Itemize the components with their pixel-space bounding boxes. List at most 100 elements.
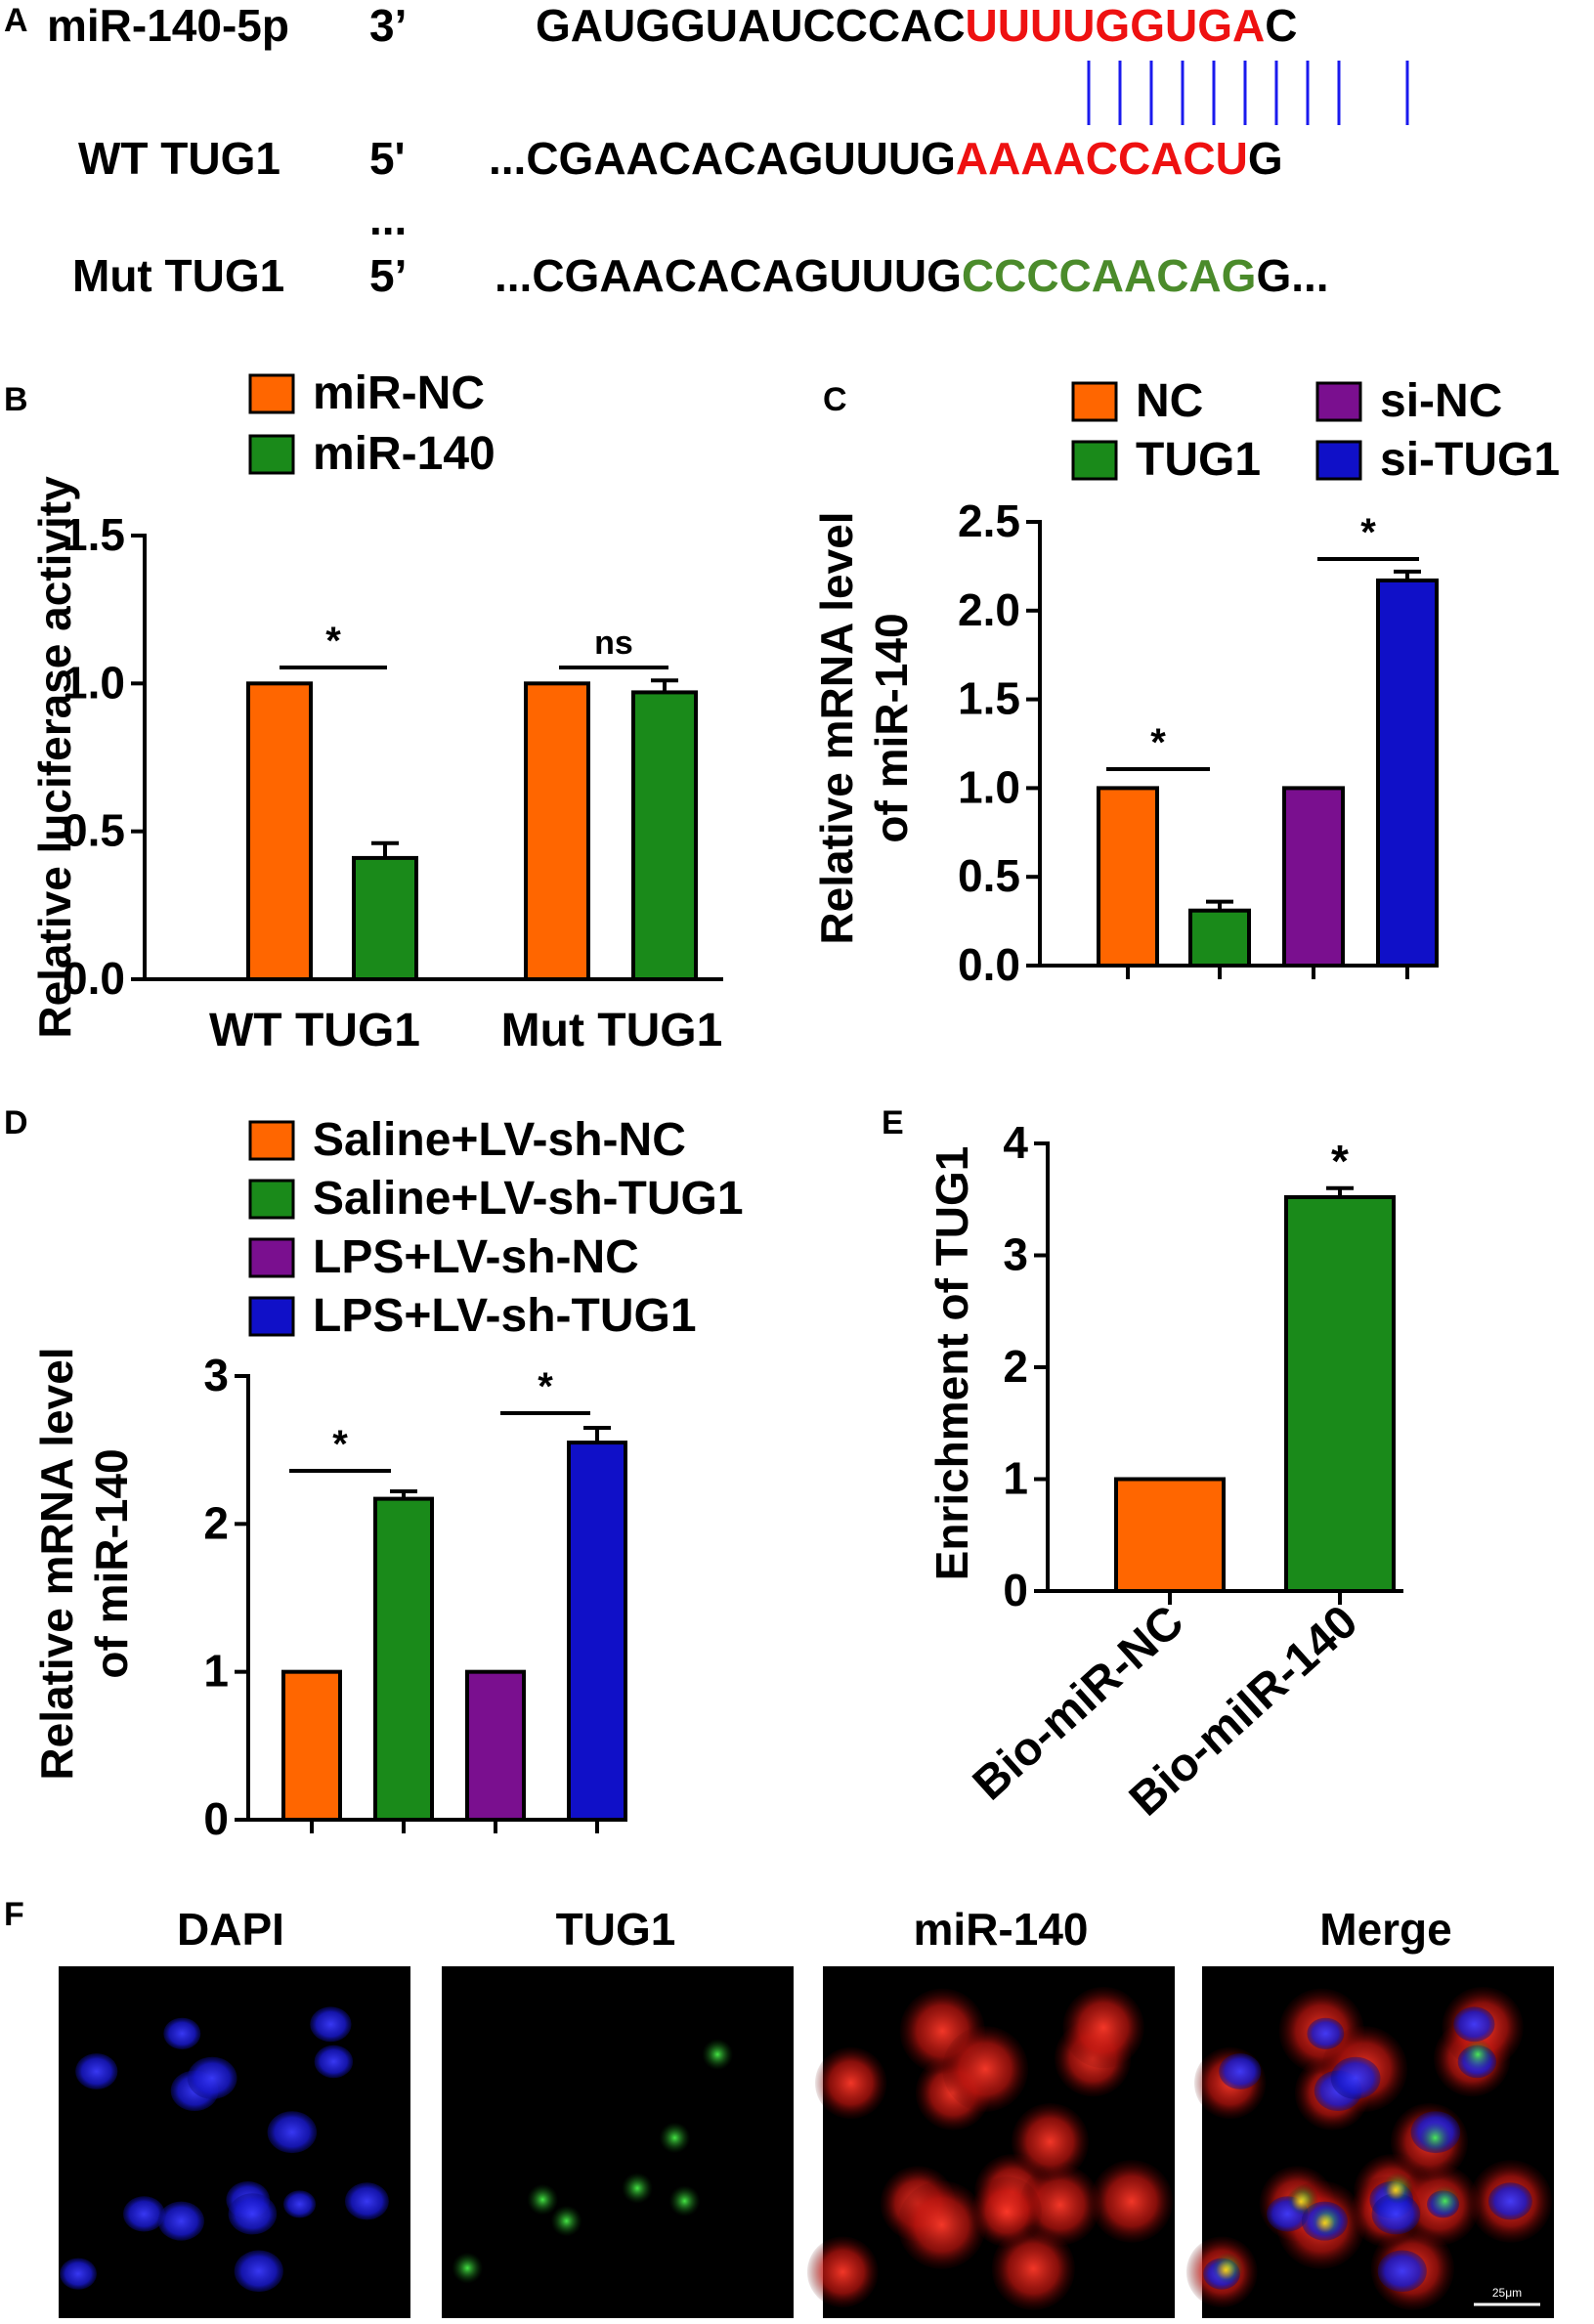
- y-tick-label: 3: [203, 1350, 229, 1400]
- micro-background: [442, 1966, 794, 2318]
- significance-mark: ns: [594, 624, 633, 662]
- nucleus: [344, 2182, 389, 2220]
- legend-label: miR-140: [313, 428, 495, 480]
- panel-a-alignment: miR-140-5p 3’ GAUGGUAUCCCACUUUUGGUGAC WT…: [47, 0, 1409, 301]
- nucleus: [187, 2056, 237, 2099]
- red-signal: [897, 2180, 986, 2269]
- mut-seq-tail: G...: [1256, 250, 1328, 301]
- micro-title-mir140: miR-140: [914, 1904, 1089, 1955]
- legend-label: miR-NC: [313, 367, 485, 419]
- wt-seq-red: AAAACCACU: [956, 133, 1248, 184]
- legend-swatch: [248, 1120, 295, 1161]
- legend-swatch: [1071, 440, 1118, 481]
- bar: [524, 681, 590, 981]
- significance-mark: *: [332, 1423, 348, 1466]
- ellipsis-dots: ...: [369, 194, 407, 244]
- x-tick-label: Mut TUG1: [501, 1005, 723, 1056]
- nucleus: [123, 2196, 165, 2232]
- legend-swatch: [248, 1179, 295, 1220]
- significance-mark: *: [1331, 1136, 1349, 1186]
- red-signal: [1011, 2102, 1089, 2180]
- bar: [1284, 1194, 1396, 1593]
- y-axis-title: Relative mRNA level of miR-140: [811, 511, 917, 944]
- y-tick-label: 0: [1003, 1565, 1028, 1615]
- nucleus: [267, 2111, 318, 2154]
- bar: [1188, 908, 1251, 968]
- y-tick-label: 1.5: [958, 673, 1020, 724]
- nucleus: [1307, 2017, 1345, 2049]
- legend-swatch: [248, 434, 295, 475]
- wt-seq-black: ...CGAACACAGUUUG: [489, 133, 956, 184]
- legend-label: LPS+LV-sh-NC: [313, 1231, 639, 1283]
- panel-d-chart: 0 1 2 3 Relative mRNA level of miR-140 * * Salin…: [31, 1114, 744, 1844]
- mir-seq-black: GAUGGUAUCCCAC: [536, 0, 966, 51]
- y-axis-title-line: Enrichment of TUG1: [926, 1146, 977, 1581]
- red-signal: [1090, 2160, 1174, 2243]
- micro-images: 25μm: [59, 1966, 1554, 2318]
- green-signal: [622, 2173, 654, 2205]
- overlap-signal: [1291, 2191, 1312, 2212]
- mut-name: Mut TUG1: [72, 250, 284, 301]
- overlap-signal: [1314, 2213, 1335, 2233]
- legend-swatch: [1315, 381, 1362, 422]
- mut-end: 5’: [369, 250, 407, 301]
- bar: [567, 1441, 627, 1822]
- y-tick-label: 2: [1003, 1341, 1028, 1392]
- bar: [1097, 786, 1159, 968]
- y-axis-title-line: of miR-140: [866, 613, 917, 842]
- nucleus: [1487, 2182, 1532, 2220]
- mir-sequence: GAUGGUAUCCCACUUUUGGUGAC: [536, 0, 1297, 51]
- bar: [1114, 1477, 1226, 1593]
- red-signal: [814, 2046, 887, 2120]
- mut-seq-black: ...CGAACACAGUUUG: [495, 250, 962, 301]
- red-signal: [991, 2226, 1075, 2310]
- significance-mark: *: [325, 620, 341, 663]
- y-tick-label: 1.0: [958, 761, 1020, 812]
- bar: [281, 1669, 342, 1822]
- micro-merge: 25μm: [1185, 1966, 1554, 2318]
- y-tick-label: 1.0: [63, 657, 125, 708]
- green-signal: [452, 2252, 484, 2284]
- y-tick-label: 2.5: [958, 495, 1020, 546]
- wt-sequence: ...CGAACACAGUUUGAAAACCACUG: [489, 133, 1283, 184]
- scale-bar-label: 25μm: [1492, 2286, 1522, 2300]
- nucleus: [75, 2053, 118, 2089]
- legend-swatch: [1315, 440, 1362, 481]
- bar: [373, 1496, 434, 1823]
- wt-name: WT TUG1: [78, 133, 280, 184]
- legend-swatch: [1071, 381, 1118, 422]
- legend-label: si-TUG1: [1380, 434, 1560, 486]
- micro-tug1: [442, 1966, 794, 2318]
- micro-mir140: [806, 1966, 1175, 2318]
- nucleus: [1330, 2056, 1381, 2099]
- green-signal: [1462, 2039, 1494, 2071]
- red-signal: [1062, 1986, 1144, 2069]
- nucleus: [163, 2017, 201, 2049]
- bar: [631, 690, 698, 981]
- green-signal: [1429, 2185, 1461, 2217]
- legend-label: TUG1: [1136, 434, 1261, 486]
- y-tick-label: 0: [203, 1793, 229, 1844]
- panel-label-a: A: [4, 2, 28, 39]
- bar: [1282, 786, 1345, 968]
- mir-seq-red: UUUUGGUGA: [966, 0, 1266, 51]
- legend-swatch: [248, 373, 295, 414]
- micro-background: [59, 1966, 410, 2318]
- panel-label-b: B: [4, 381, 28, 418]
- green-signal: [659, 2122, 691, 2154]
- nucleus: [310, 2006, 352, 2043]
- overlap-signal: [1386, 2180, 1406, 2201]
- red-signal: [806, 2236, 879, 2308]
- y-tick-label: 0.0: [958, 939, 1020, 990]
- x-tick-label: WT TUG1: [209, 1005, 420, 1056]
- panel-f-microscopy: DAPI TUG1 miR-140 Merge 25μm: [59, 1904, 1554, 2318]
- mir-end: 3’: [369, 0, 407, 51]
- panel-labels: A B C D E F: [4, 2, 904, 1933]
- red-signal: [971, 2176, 1043, 2247]
- y-axis-title: Relative mRNA level of miR-140: [31, 1347, 137, 1780]
- nucleus: [1219, 2053, 1262, 2089]
- mut-sequence: ...CGAACACAGUUUGCCCCAACAGG...: [495, 250, 1329, 301]
- y-axis-title-line: Relative luciferase activity: [29, 476, 80, 1039]
